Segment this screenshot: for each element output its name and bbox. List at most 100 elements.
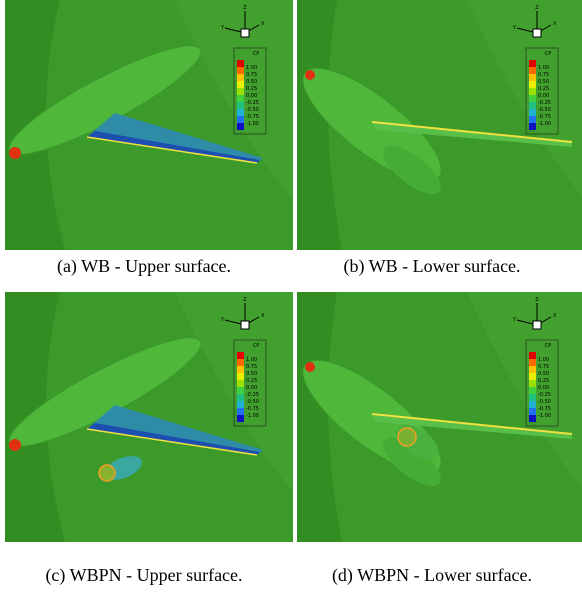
triad-label: Z	[243, 297, 247, 303]
nacelle-inlet	[398, 428, 416, 446]
triad-box	[533, 321, 541, 329]
legend-label: -1.00	[538, 121, 551, 127]
legend-swatch	[237, 373, 244, 380]
triad-label: Z	[535, 5, 539, 11]
legend-swatch	[529, 109, 536, 116]
legend-swatch	[529, 74, 536, 81]
legend-swatch	[237, 88, 244, 95]
triad-label: X	[553, 313, 557, 319]
legend-label: -0.25	[538, 392, 551, 398]
legend-swatch	[529, 359, 536, 366]
triad-label: Z	[535, 297, 539, 303]
legend-label: 0.25	[538, 378, 549, 384]
legend-swatch	[529, 116, 536, 123]
legend-swatch	[237, 116, 244, 123]
legend-label: 0.50	[246, 79, 257, 85]
legend-label: 0.00	[246, 93, 257, 99]
legend-label: 0.25	[538, 86, 549, 92]
panel-image: ZYXCP1.000.750.500.250.00-0.25-0.50-0.75…	[5, 292, 293, 542]
legend-label: 1.00	[246, 65, 257, 71]
legend-swatch	[529, 415, 536, 422]
legend-swatch	[237, 109, 244, 116]
legend-swatch	[529, 380, 536, 387]
cfd-render: ZYXCP1.000.750.500.250.00-0.25-0.50-0.75…	[297, 0, 582, 250]
legend-label: 0.25	[246, 378, 257, 384]
legend-label: -0.75	[246, 114, 259, 120]
legend-swatch	[237, 123, 244, 130]
legend-swatch	[529, 60, 536, 67]
legend-title: CP	[545, 343, 552, 349]
legend-swatch	[529, 387, 536, 394]
legend-swatch	[529, 373, 536, 380]
legend-swatch	[529, 88, 536, 95]
legend-swatch	[529, 67, 536, 74]
legend-label: 1.00	[246, 357, 257, 363]
triad-box	[241, 321, 249, 329]
legend-label: 0.50	[538, 79, 549, 85]
legend-swatch	[529, 366, 536, 373]
legend-label: -1.00	[246, 413, 259, 419]
legend-label: 1.00	[538, 65, 549, 71]
legend-label: 0.25	[246, 86, 257, 92]
legend-swatch	[237, 359, 244, 366]
legend-swatch	[529, 352, 536, 359]
caption: (c) WBPN - Upper surface.	[0, 565, 294, 586]
legend-label: -0.50	[246, 107, 259, 113]
legend-label: 0.00	[538, 93, 549, 99]
legend-label: 0.50	[246, 371, 257, 377]
legend-swatch	[237, 401, 244, 408]
legend-title: CP	[545, 51, 552, 57]
legend-title: CP	[253, 51, 260, 57]
legend-title: CP	[253, 343, 260, 349]
legend-swatch	[237, 394, 244, 401]
caption: (b) WB - Lower surface.	[282, 256, 582, 277]
legend-swatch	[529, 95, 536, 102]
legend-swatch	[529, 123, 536, 130]
nose	[9, 147, 21, 159]
legend-label: -0.75	[538, 114, 551, 120]
legend-label: 0.00	[538, 385, 549, 391]
legend-swatch	[237, 387, 244, 394]
legend-label: 1.00	[538, 357, 549, 363]
page: ZYXCP1.000.750.500.250.00-0.25-0.50-0.75…	[0, 0, 582, 606]
legend-label: -0.25	[246, 392, 259, 398]
caption: (a) WB - Upper surface.	[0, 256, 294, 277]
legend-swatch	[237, 408, 244, 415]
legend-swatch	[529, 394, 536, 401]
legend-swatch	[529, 81, 536, 88]
legend-swatch	[237, 60, 244, 67]
triad-box	[241, 29, 249, 37]
nose	[305, 362, 315, 372]
legend-swatch	[237, 81, 244, 88]
legend-label: -1.00	[246, 121, 259, 127]
legend-swatch	[237, 415, 244, 422]
legend-label: -0.50	[538, 399, 551, 405]
legend-label: 0.75	[538, 364, 549, 370]
legend-label: -1.00	[538, 413, 551, 419]
legend-label: -0.75	[538, 406, 551, 412]
legend-label: 0.75	[538, 72, 549, 78]
triad-label: X	[261, 313, 265, 319]
legend-label: 0.00	[246, 385, 257, 391]
legend-swatch	[237, 366, 244, 373]
cfd-render: ZYXCP1.000.750.500.250.00-0.25-0.50-0.75…	[5, 292, 293, 542]
legend-swatch	[237, 67, 244, 74]
nose	[305, 70, 315, 80]
legend-label: 0.75	[246, 72, 257, 78]
legend-label: -0.75	[246, 406, 259, 412]
legend-label: -0.50	[246, 399, 259, 405]
triad-label: Z	[243, 5, 247, 11]
legend-swatch	[529, 102, 536, 109]
legend-swatch	[529, 408, 536, 415]
triad-label: X	[261, 21, 265, 27]
triad-box	[533, 29, 541, 37]
legend-swatch	[529, 401, 536, 408]
legend-label: -0.25	[538, 100, 551, 106]
cfd-render: ZYXCP1.000.750.500.250.00-0.25-0.50-0.75…	[5, 0, 293, 250]
legend-swatch	[237, 380, 244, 387]
legend-swatch	[237, 95, 244, 102]
legend-label: -0.25	[246, 100, 259, 106]
